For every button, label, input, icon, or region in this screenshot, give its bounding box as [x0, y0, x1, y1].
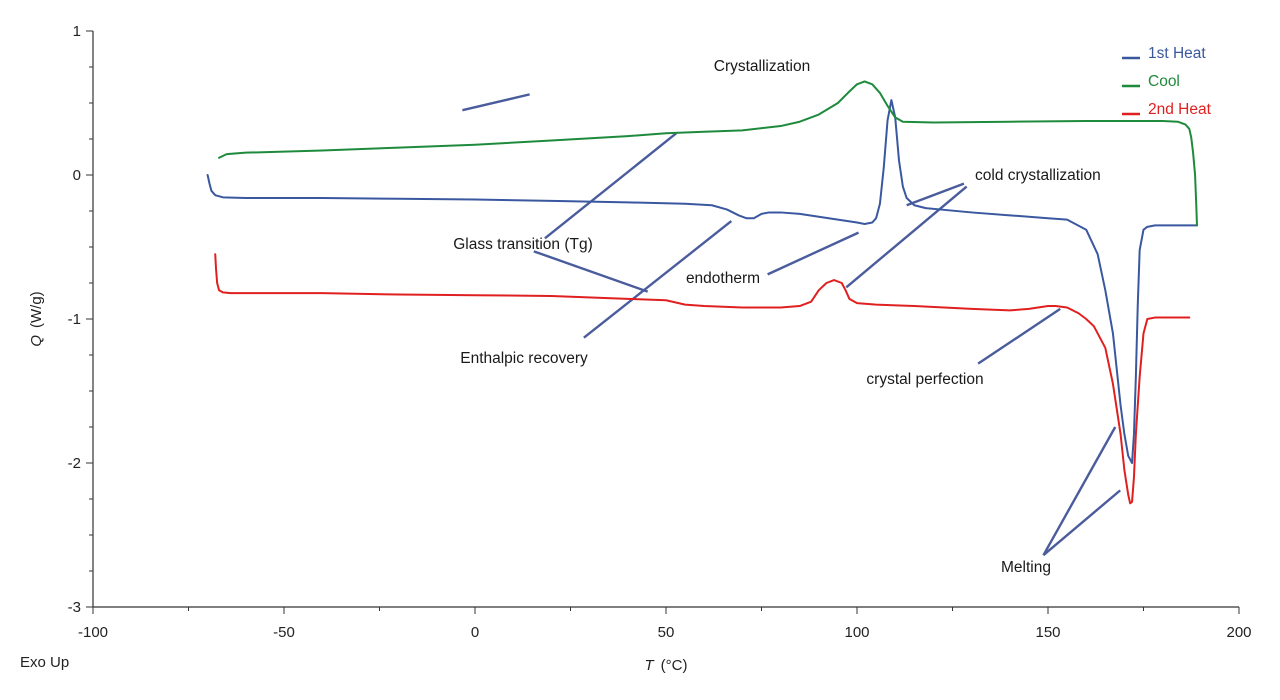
- y-axis-title: Q (W/g): [28, 291, 45, 346]
- series-line-cool: [218, 80, 1198, 227]
- x-axis-unit: (°C): [661, 657, 688, 674]
- x-tick-label: -100: [78, 624, 108, 641]
- annotation-leader-line: [544, 132, 678, 240]
- exo-up-note: Exo Up: [20, 654, 69, 671]
- annotation-leader-line: [977, 307, 1061, 365]
- x-tick-label: 100: [844, 624, 869, 641]
- annotation-leader-line: [767, 231, 860, 276]
- annotation-leader-line: [906, 182, 965, 207]
- annotation-leader-line: [462, 93, 530, 112]
- legend-label-1st-heat: 1st Heat: [1148, 45, 1206, 62]
- annotation-leader-line: [1042, 426, 1117, 556]
- x-axis-title: T (°C): [645, 657, 688, 674]
- x-tick-label: 50: [658, 624, 675, 641]
- series-line-2nd-heat: [214, 253, 1191, 505]
- legend-label-cool: Cool: [1148, 73, 1180, 90]
- y-axis-variable: Q: [28, 335, 45, 347]
- y-tick-label: -3: [68, 599, 81, 616]
- annotation-endotherm: endotherm: [686, 270, 760, 287]
- legend-label-2nd-heat: 2nd Heat: [1148, 101, 1212, 118]
- x-tick-label: 0: [471, 624, 479, 641]
- annotation-glass-transition-tg: Glass transition (Tg): [453, 236, 593, 253]
- annotation-cold-crystallization: cold crystallization: [975, 167, 1101, 184]
- annotation-leader-line: [583, 220, 733, 339]
- legend: 1st Heat Cool 2nd Heat: [1122, 45, 1212, 118]
- annotation-texts: Crystallization cold crystallization Glass…: [453, 58, 1101, 576]
- x-tick-label: 150: [1035, 624, 1060, 641]
- annotation-leader-line: [533, 250, 649, 293]
- series-layer: [206, 80, 1198, 505]
- annotation-enthalpic-recovery: Enthalpic recovery: [460, 350, 588, 367]
- axes: -100 -50 0 50 100 150 200 -3 -2 -1 0 1 T (°C) Q (W/g) Ex…: [20, 23, 1252, 674]
- annotation-leader-line: [845, 185, 968, 289]
- annotation-melting: Melting: [1001, 559, 1051, 576]
- y-axis-unit: (W/g): [28, 291, 45, 328]
- x-axis-variable: T: [645, 657, 656, 674]
- annotation-crystal-perfection: crystal perfection: [866, 371, 983, 388]
- y-tick-label: -2: [68, 455, 81, 472]
- series-line-1st-heat: [206, 99, 1198, 464]
- annotation-lines: [462, 93, 1121, 557]
- y-tick-label: 1: [73, 23, 81, 40]
- y-tick-label: -1: [68, 311, 81, 328]
- x-tick-label: 200: [1226, 624, 1251, 641]
- annotation-leader-line: [1042, 489, 1121, 557]
- y-tick-label: 0: [73, 167, 81, 184]
- x-tick-label: -50: [273, 624, 295, 641]
- annotation-crystallization: Crystallization: [714, 58, 810, 75]
